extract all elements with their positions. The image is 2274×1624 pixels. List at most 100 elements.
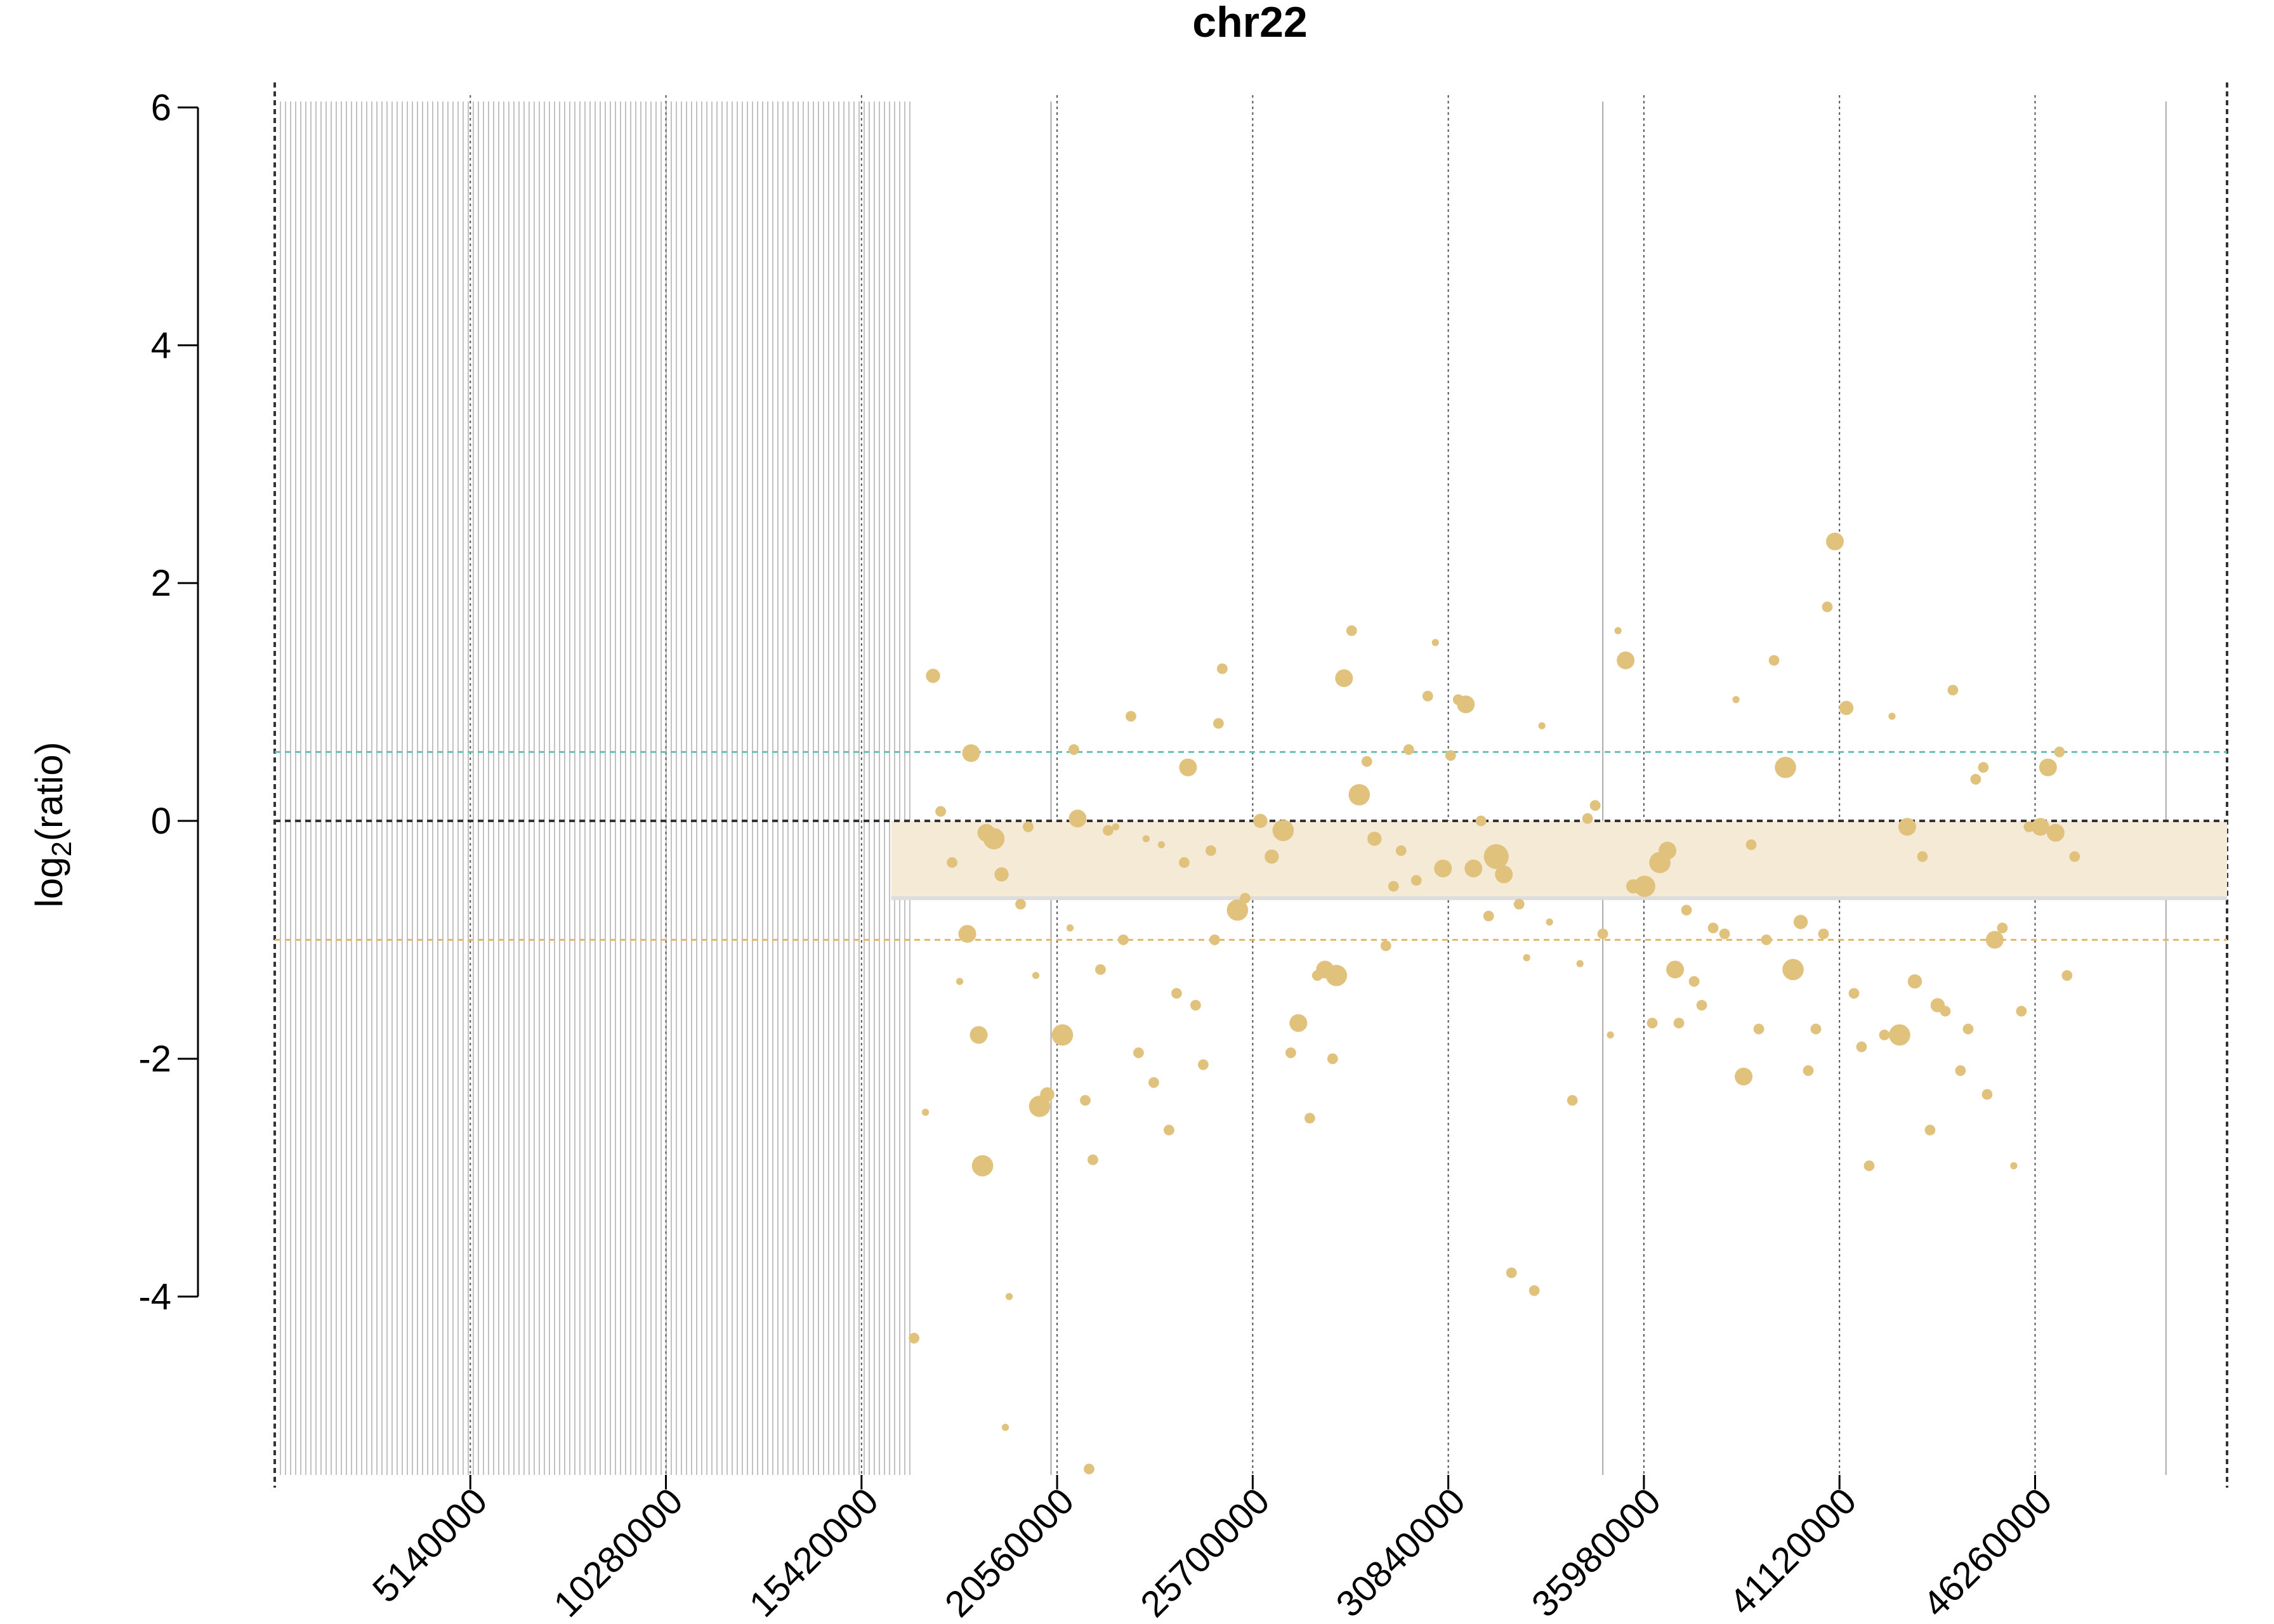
data-point bbox=[2039, 758, 2057, 776]
data-point bbox=[2054, 746, 2065, 757]
data-point bbox=[1940, 1005, 1951, 1017]
data-point bbox=[1216, 663, 1228, 674]
data-point bbox=[1822, 601, 1833, 613]
data-point bbox=[1403, 744, 1414, 755]
data-point bbox=[1272, 820, 1294, 841]
data-point bbox=[1614, 627, 1622, 634]
data-point bbox=[1810, 1023, 1822, 1035]
y-tick-label: 2 bbox=[151, 563, 171, 604]
data-point bbox=[1848, 988, 1860, 999]
data-point bbox=[1982, 1089, 1993, 1100]
data-point bbox=[1528, 1285, 1540, 1296]
data-point bbox=[1179, 857, 1190, 868]
x-tick-label: 30840000 bbox=[1328, 1480, 1473, 1624]
data-point bbox=[2016, 1005, 2027, 1017]
chart-title: chr22 bbox=[1192, 0, 1307, 46]
data-point bbox=[1118, 934, 1129, 945]
data-point bbox=[1673, 1018, 1685, 1029]
data-point bbox=[1464, 860, 1483, 878]
data-point bbox=[926, 669, 940, 683]
data-point bbox=[1190, 1000, 1201, 1011]
data-point bbox=[1888, 712, 1896, 720]
data-point bbox=[1133, 1047, 1144, 1058]
data-point bbox=[1088, 1154, 1098, 1165]
data-point bbox=[1142, 835, 1150, 842]
data-point bbox=[1978, 762, 1989, 773]
data-point bbox=[1707, 922, 1719, 934]
data-point bbox=[969, 1026, 988, 1044]
data-point bbox=[1745, 839, 1757, 850]
data-point bbox=[1696, 1000, 1707, 1011]
data-point bbox=[1253, 813, 1268, 828]
data-point bbox=[962, 744, 980, 763]
x-tick-label: 25700000 bbox=[1133, 1480, 1277, 1624]
data-point bbox=[1768, 655, 1780, 666]
data-point bbox=[1924, 1125, 1936, 1136]
data-point bbox=[1335, 669, 1353, 688]
x-tick-label: 46260000 bbox=[1915, 1480, 2060, 1624]
vertical-lines bbox=[273, 82, 2228, 1488]
data-point bbox=[983, 828, 1005, 849]
data-point bbox=[1607, 1031, 1614, 1039]
data-point bbox=[1080, 1095, 1091, 1106]
x-tick-label: 35980000 bbox=[1524, 1480, 1669, 1624]
y-tick-label: -4 bbox=[138, 1276, 171, 1318]
y-axis-label: log2(ratio) bbox=[28, 742, 77, 907]
data-point bbox=[1997, 922, 2008, 934]
data-point bbox=[956, 978, 964, 985]
data-point bbox=[1164, 1125, 1174, 1136]
data-point bbox=[1506, 1267, 1517, 1278]
data-point bbox=[1546, 918, 1553, 926]
x-tick-label: 41120000 bbox=[1721, 1480, 1864, 1623]
data-point bbox=[1803, 1065, 1814, 1077]
data-point bbox=[1839, 700, 1854, 716]
data-point bbox=[1285, 1047, 1296, 1058]
data-point bbox=[1985, 931, 2004, 949]
data-point bbox=[1970, 774, 1982, 785]
data-point bbox=[1681, 905, 1692, 916]
data-point bbox=[1879, 1030, 1890, 1040]
data-point bbox=[1171, 988, 1182, 999]
segment-band bbox=[891, 821, 2228, 898]
data-point bbox=[1388, 881, 1399, 892]
data-point bbox=[1395, 845, 1407, 856]
data-point bbox=[1483, 910, 1494, 922]
data-point bbox=[921, 1108, 930, 1116]
data-point bbox=[1962, 1023, 1974, 1035]
data-point bbox=[1917, 851, 1928, 862]
data-point bbox=[2023, 822, 2035, 832]
data-point bbox=[1051, 1024, 1074, 1046]
data-point bbox=[1617, 651, 1635, 669]
data-point bbox=[1719, 928, 1730, 940]
data-point bbox=[1955, 1065, 1966, 1077]
data-points bbox=[909, 532, 2080, 1475]
data-point bbox=[1445, 750, 1456, 761]
data-point bbox=[1205, 845, 1216, 856]
data-point bbox=[1084, 1464, 1094, 1475]
data-point bbox=[1226, 899, 1249, 921]
data-point bbox=[2010, 1162, 2018, 1170]
data-point bbox=[1015, 898, 1026, 910]
y-tick-label: 0 bbox=[151, 801, 171, 842]
data-point bbox=[1735, 1068, 1753, 1086]
data-point bbox=[1907, 974, 1922, 989]
y-tick-label: 4 bbox=[151, 325, 171, 366]
data-point bbox=[1634, 875, 1655, 897]
data-point bbox=[1239, 893, 1251, 904]
x-axis: 5140000 10280000 15420000 20560000 25700000 3… bbox=[365, 1475, 2060, 1624]
data-point bbox=[1513, 898, 1525, 910]
y-axis: 6 4 2 0 -2 -4 bbox=[138, 87, 199, 1318]
data-point bbox=[1947, 684, 1959, 696]
data-point bbox=[1289, 1014, 1308, 1032]
data-point bbox=[1856, 1041, 1867, 1052]
data-point bbox=[1793, 915, 1808, 929]
data-point bbox=[1410, 875, 1422, 886]
data-point bbox=[1538, 722, 1546, 730]
data-point bbox=[1775, 756, 1796, 778]
data-point bbox=[1818, 928, 1829, 940]
data-point bbox=[1023, 822, 1034, 832]
data-point bbox=[1782, 959, 1804, 981]
data-point bbox=[1148, 1077, 1159, 1088]
data-point bbox=[1380, 940, 1391, 952]
